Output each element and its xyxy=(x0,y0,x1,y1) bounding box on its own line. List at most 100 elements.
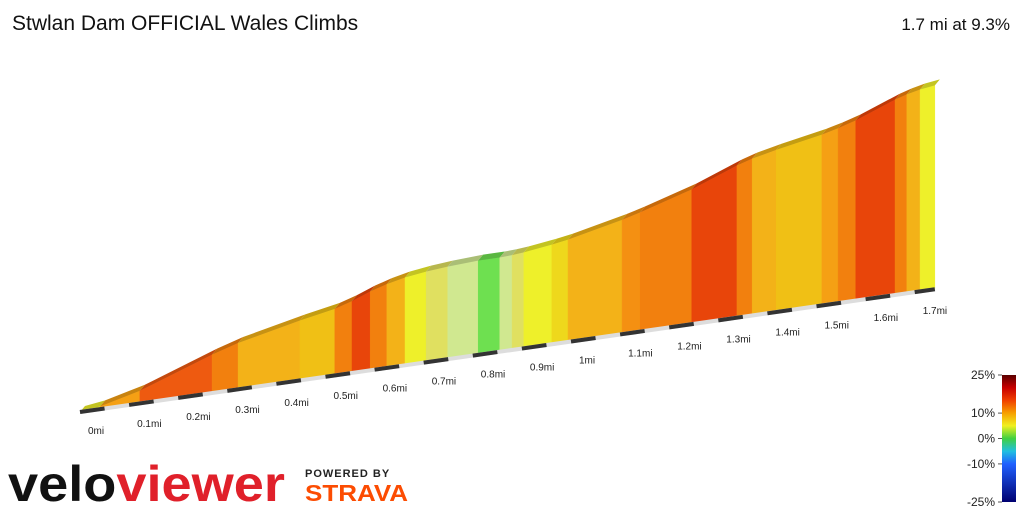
segment-top-shade xyxy=(212,337,244,355)
gradient-segment xyxy=(334,300,353,376)
gradient-segment xyxy=(621,211,641,335)
segment-top-shade xyxy=(512,246,529,256)
segment-top xyxy=(821,122,844,135)
x-tick-label: 1.3mi xyxy=(726,334,750,345)
chart-subtitle: 1.7 mi at 9.3% xyxy=(901,15,1010,34)
colorbar-label: 10% xyxy=(971,406,995,420)
gradient-segment xyxy=(404,271,427,366)
segment-top-shade xyxy=(776,128,827,150)
x-tick xyxy=(668,321,695,330)
segment-top-shade xyxy=(370,278,392,292)
colorbar-label: 0% xyxy=(978,432,996,446)
segment-top xyxy=(855,93,901,121)
segment-top xyxy=(426,260,453,272)
gradient-segment xyxy=(751,149,777,316)
gradient-segment xyxy=(386,277,406,369)
gradient-segment xyxy=(736,158,753,318)
gradient-segment xyxy=(821,127,839,306)
segment-top-shade xyxy=(906,83,926,95)
colorbar-label: -25% xyxy=(967,495,995,509)
x-tick xyxy=(423,357,449,365)
x-tick xyxy=(767,307,793,316)
gradient-segment xyxy=(837,119,857,304)
gradient-segment xyxy=(511,252,525,351)
segment-top-shade xyxy=(426,260,453,272)
baseline xyxy=(79,287,936,414)
x-tick xyxy=(816,300,842,309)
segment-top xyxy=(478,251,505,261)
segment-top-shade xyxy=(238,314,305,344)
x-tick-label: 1.6mi xyxy=(874,313,898,324)
x-tick xyxy=(128,399,154,407)
gradient-segment xyxy=(919,85,936,292)
x-tick xyxy=(472,350,498,358)
segment-top xyxy=(838,114,861,129)
segment-top xyxy=(299,302,340,321)
x-tick xyxy=(79,406,105,414)
segment-top-shade xyxy=(920,79,940,90)
gradient-segment xyxy=(855,99,896,301)
segment-top-shade xyxy=(736,152,758,166)
segment-top xyxy=(238,314,305,344)
x-tick xyxy=(718,314,744,323)
segment-top-shade xyxy=(299,302,340,321)
segment-top-shade xyxy=(640,183,697,213)
segment-top xyxy=(736,152,758,166)
segment-top-shade xyxy=(447,254,484,267)
segment-top xyxy=(568,213,628,240)
x-tick-label: 0.6mi xyxy=(383,384,407,395)
colorbar-label: 25% xyxy=(971,368,995,382)
segment-top xyxy=(334,295,358,309)
x-tick-label: 0.3mi xyxy=(235,405,259,416)
x-tick-label: 0.9mi xyxy=(530,363,554,374)
segment-top xyxy=(523,238,557,253)
gradient-segment xyxy=(425,266,449,363)
logo-part: velo xyxy=(8,456,116,512)
gradient-segment xyxy=(369,283,388,371)
segment-top xyxy=(551,233,574,245)
segment-top-shade xyxy=(352,285,376,302)
x-tick xyxy=(325,371,351,379)
colorbar-label: -10% xyxy=(967,457,995,471)
segment-top-shade xyxy=(499,249,518,258)
segment-top-shade xyxy=(405,265,432,278)
x-tick xyxy=(865,293,891,302)
x-tick-label: 1.2mi xyxy=(677,341,701,352)
gradient-segment xyxy=(906,89,921,294)
segment-top xyxy=(447,254,484,267)
segment-top xyxy=(386,271,411,285)
segment-top-shade xyxy=(691,159,742,190)
x-tick-label: 0.7mi xyxy=(432,377,456,388)
segment-top-shade xyxy=(100,384,145,407)
powered-by: POWERED BY xyxy=(305,468,390,480)
segment-top xyxy=(622,206,646,220)
segment-top xyxy=(100,384,145,407)
segment-top-shade xyxy=(551,233,574,245)
x-tick-label: 0.8mi xyxy=(481,370,505,381)
chart-title: Stwlan Dam OFFICIAL Wales Climbs xyxy=(12,12,358,35)
segment-top xyxy=(352,285,376,302)
gradient-segment xyxy=(499,254,513,353)
segment-top xyxy=(405,265,432,278)
gradient-segment xyxy=(523,244,553,349)
segment-top xyxy=(776,128,827,150)
strava-logo: STRAVA xyxy=(305,480,408,506)
x-tick xyxy=(914,287,936,295)
x-tick-label: 0.2mi xyxy=(186,412,210,423)
segment-top xyxy=(691,159,742,190)
segment-top xyxy=(212,337,244,355)
x-tick-label: 1.7mi xyxy=(923,306,947,317)
x-tick-label: 0.4mi xyxy=(284,398,308,409)
gradient-segment xyxy=(639,188,693,332)
segment-top xyxy=(640,183,697,213)
x-tick-label: 1.4mi xyxy=(775,327,799,338)
x-tick-label: 1.5mi xyxy=(825,320,849,331)
x-tick xyxy=(521,343,547,351)
x-tick xyxy=(227,385,253,393)
x-tick-label: 0.5mi xyxy=(334,391,358,402)
x-tick xyxy=(570,335,596,344)
segment-top-shade xyxy=(386,271,411,285)
gradient-segment xyxy=(299,308,336,381)
segment-top-shade xyxy=(895,88,912,100)
segment-top xyxy=(920,79,940,90)
